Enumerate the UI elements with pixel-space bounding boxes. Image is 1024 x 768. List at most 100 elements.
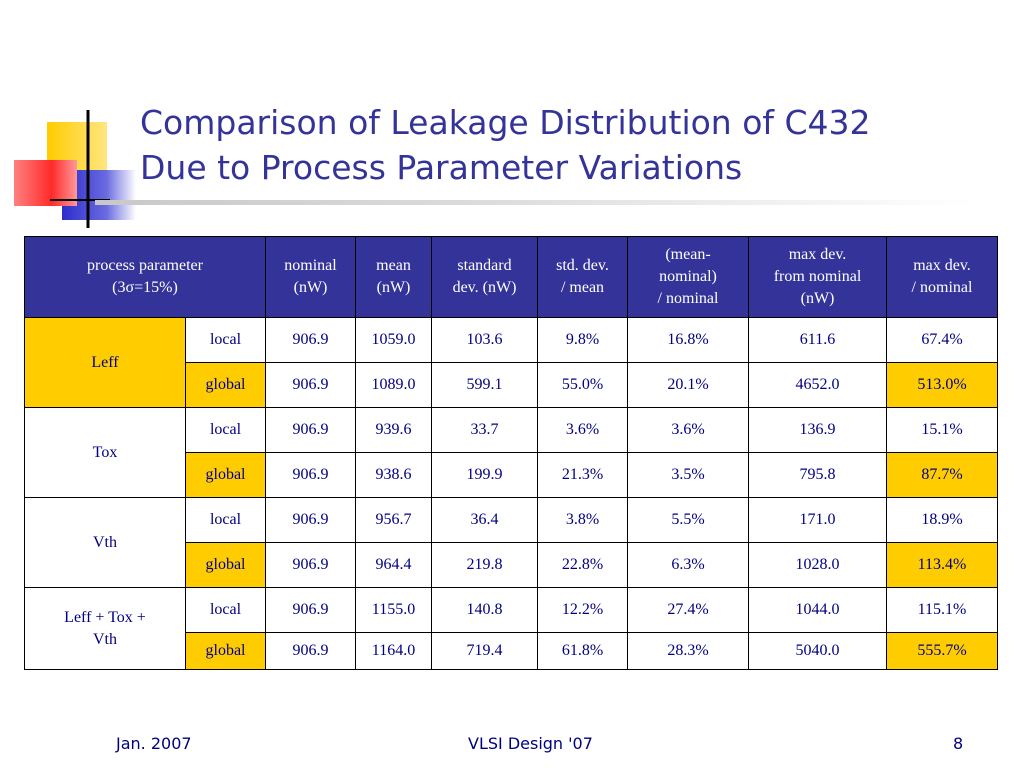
- value-cell: 3.8%: [537, 497, 628, 543]
- column-header: mean (nW): [355, 236, 432, 318]
- value-cell: 171.0: [748, 497, 887, 543]
- value-cell: 140.8: [431, 587, 538, 633]
- column-header-line: (nW): [376, 279, 411, 296]
- column-header: (mean-nominal) / nominal: [627, 236, 749, 318]
- table-row: global 906.9 1164.0 719.4 61.8% 28.3% 5040.0 55…: [25, 632, 998, 670]
- value-cell: 3.6%: [537, 407, 628, 453]
- value-cell: 87.7%: [886, 452, 998, 498]
- value-cell: 3.5%: [627, 452, 749, 498]
- parameter-name-line: Vth: [93, 533, 117, 551]
- variation-level-cell: local: [185, 317, 266, 363]
- slide-title-line-1: Comparison of Leakage Distribution of C4…: [140, 103, 871, 142]
- value-cell: 55.0%: [537, 362, 628, 408]
- parameter-name-line: Vth: [93, 630, 117, 648]
- value-cell: 939.6: [355, 407, 432, 453]
- value-cell: 513.0%: [886, 362, 998, 408]
- column-header-line: process parameter: [87, 257, 203, 274]
- value-cell: 113.4%: [886, 542, 998, 588]
- value-cell: 1155.0: [355, 587, 432, 633]
- table-row: Leff + Tox + Vth local 906.9 1155.0 140.8 12.2…: [24, 587, 998, 670]
- value-cell: 1164.0: [355, 632, 432, 670]
- parameter-name-line: Tox: [92, 443, 118, 461]
- value-cell: 28.3%: [627, 632, 749, 670]
- variation-level-cell: global: [185, 452, 266, 498]
- value-cell: 5.5%: [627, 497, 749, 543]
- value-cell: 18.9%: [886, 497, 998, 543]
- value-cell: 9.8%: [537, 317, 628, 363]
- value-cell: 906.9: [265, 542, 356, 588]
- value-cell: 906.9: [265, 632, 356, 670]
- value-cell: 115.1%: [886, 587, 998, 633]
- value-cell: 5040.0: [748, 632, 887, 670]
- variation-level-cell: local: [185, 497, 266, 543]
- leakage-comparison-table: process parameter (3σ=15%) nominal (nW) mean…: [24, 236, 998, 670]
- value-cell: 103.6: [431, 317, 538, 363]
- value-cell: 61.8%: [537, 632, 628, 670]
- value-cell: 1044.0: [748, 587, 887, 633]
- table-header-row: process parameter (3σ=15%) nominal (nW) mean…: [24, 236, 998, 318]
- parameter-name-cell: Vth: [24, 497, 186, 588]
- table-row: global 906.9 964.4 219.8 22.8% 6.3% 1028.0 113.…: [25, 542, 998, 588]
- variation-level-cell: global: [185, 542, 266, 588]
- slide-title: Comparison of Leakage Distribution of C4…: [140, 100, 1000, 190]
- column-header: max dev. / nominal: [886, 236, 998, 318]
- value-cell: 719.4: [431, 632, 538, 670]
- column-header-line: mean: [376, 257, 411, 274]
- value-cell: 906.9: [265, 587, 356, 633]
- column-header-line: (nW): [800, 290, 835, 307]
- variation-level-cell: global: [185, 362, 266, 408]
- column-header-line: dev. (nW): [452, 279, 517, 296]
- value-cell: 21.3%: [537, 452, 628, 498]
- value-cell: 22.8%: [537, 542, 628, 588]
- footer-page-number: 8: [953, 734, 964, 753]
- table-row: Tox local 906.9 939.6 33.7 3.6% 3.6% 136.9 15.1%: [24, 407, 998, 498]
- value-cell: 906.9: [265, 317, 356, 363]
- column-header: max dev. from nominal (nW): [748, 236, 887, 318]
- value-cell: 1089.0: [355, 362, 432, 408]
- value-cell: 36.4: [431, 497, 538, 543]
- value-cell: 964.4: [355, 542, 432, 588]
- value-cell: 199.9: [431, 452, 538, 498]
- parameter-name-cell: Leff: [24, 317, 186, 408]
- column-header-line: nominal): [659, 268, 717, 285]
- table-row: Vth local 906.9 956.7 36.4 3.8% 5.5% 171.0 18.9%: [24, 497, 998, 588]
- column-header: process parameter (3σ=15%): [24, 236, 266, 318]
- column-header: std. dev. / mean: [537, 236, 628, 318]
- column-header-line: std. dev.: [556, 257, 609, 274]
- column-header-line: (nW): [293, 279, 328, 296]
- value-cell: 4652.0: [748, 362, 887, 408]
- table-row: global 906.9 938.6 199.9 21.3% 3.5% 795.8 87.7%: [25, 452, 998, 498]
- value-cell: 67.4%: [886, 317, 998, 363]
- value-cell: 27.4%: [627, 587, 749, 633]
- column-header-line: / mean: [560, 279, 605, 296]
- value-cell: 219.8: [431, 542, 538, 588]
- column-header-line: max dev.: [788, 246, 847, 263]
- value-cell: 6.3%: [627, 542, 749, 588]
- column-header-line: / nominal: [657, 290, 719, 307]
- column-header-line: from nominal: [773, 268, 862, 285]
- value-cell: 12.2%: [537, 587, 628, 633]
- column-header-line: (3σ=15%): [112, 279, 178, 296]
- parameter-name-line: Leff + Tox +: [64, 608, 146, 626]
- title-underline-rule: [95, 200, 975, 205]
- parameter-name-cell: Tox: [24, 407, 186, 498]
- value-cell: 136.9: [748, 407, 887, 453]
- variation-level-cell: global: [185, 632, 266, 670]
- variation-level-cell: local: [185, 407, 266, 453]
- table-row: global 906.9 1089.0 599.1 55.0% 20.1% 4652.0 51…: [25, 362, 998, 408]
- column-header: standard dev. (nW): [431, 236, 538, 318]
- value-cell: 33.7: [431, 407, 538, 453]
- column-header: nominal (nW): [265, 236, 356, 318]
- parameter-name-cell: Leff + Tox + Vth: [24, 587, 186, 670]
- value-cell: 16.8%: [627, 317, 749, 363]
- value-cell: 20.1%: [627, 362, 749, 408]
- value-cell: 1028.0: [748, 542, 887, 588]
- value-cell: 599.1: [431, 362, 538, 408]
- value-cell: 611.6: [748, 317, 887, 363]
- variation-level-cell: local: [185, 587, 266, 633]
- value-cell: 795.8: [748, 452, 887, 498]
- column-header-line: (mean-: [665, 246, 711, 263]
- column-header-line: nominal: [284, 257, 337, 274]
- column-header-line: max dev.: [913, 257, 971, 274]
- footer-center: VLSI Design '07: [468, 734, 593, 753]
